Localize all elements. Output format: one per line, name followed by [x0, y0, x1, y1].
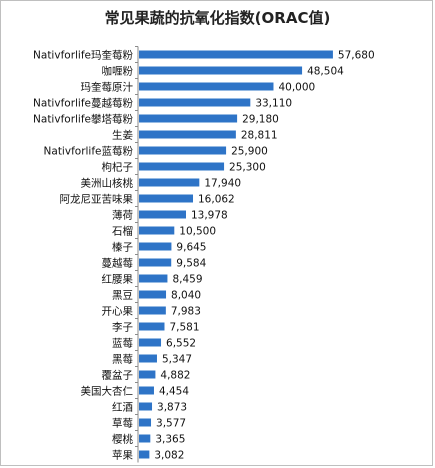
- category-label: 苹果: [112, 449, 133, 462]
- bar: [139, 258, 172, 267]
- value-label: 9,645: [176, 242, 206, 254]
- bar: [139, 322, 165, 331]
- category-label: 石榴: [112, 225, 133, 238]
- value-label: 48,504: [307, 66, 344, 78]
- category-label: 薄荷: [112, 209, 133, 222]
- value-label: 9,584: [176, 258, 206, 270]
- bar: [139, 418, 152, 427]
- bar: [139, 210, 186, 219]
- bar: [139, 146, 227, 155]
- bar: [139, 114, 238, 123]
- value-label: 3,873: [157, 402, 187, 414]
- chart-title: 常见果蔬的抗氧化指数(ORAC值): [104, 9, 331, 27]
- value-label: 7,581: [169, 322, 199, 334]
- category-label: 玛奎莓原汁: [81, 81, 134, 94]
- category-label: Nativforlife蓝莓粉: [44, 145, 134, 158]
- category-label: Nativforlife玛奎莓粉: [33, 49, 133, 62]
- bar: [139, 402, 153, 411]
- value-label: 57,680: [338, 50, 375, 62]
- value-label: 40,000: [278, 82, 315, 94]
- category-label: 榛子: [112, 241, 133, 254]
- value-label: 3,577: [156, 418, 186, 430]
- value-label: 25,900: [231, 146, 268, 158]
- category-label: 美洲山核桃: [81, 177, 134, 190]
- category-label: Nativforlife攀塔莓粉: [33, 113, 133, 126]
- value-label: 13,978: [191, 210, 228, 222]
- category-label: 黑莓: [112, 354, 133, 366]
- bar: [139, 306, 166, 315]
- category-label: 蔓越莓: [102, 257, 134, 270]
- bar: [139, 130, 236, 139]
- bar: [139, 274, 168, 283]
- value-label: 8,040: [171, 290, 201, 302]
- value-label: 4,882: [160, 370, 190, 382]
- bar: [139, 434, 151, 443]
- bar: [139, 338, 162, 347]
- category-label: 黑豆: [112, 290, 133, 302]
- value-label: 7,983: [171, 306, 201, 318]
- value-label: 8,459: [172, 274, 202, 286]
- value-label: 28,811: [241, 130, 278, 142]
- category-label: 咖喱粉: [102, 65, 134, 78]
- bar: [139, 66, 303, 75]
- value-label: 17,940: [204, 178, 241, 190]
- category-label: 阿龙尼亚苦味果: [60, 193, 134, 206]
- bar: [139, 242, 172, 251]
- category-label: Nativforlife蔓越莓粉: [33, 97, 133, 110]
- value-label: 4,454: [159, 386, 189, 398]
- category-label: 开心果: [102, 306, 134, 318]
- bar: [139, 290, 167, 299]
- value-label: 29,180: [242, 114, 279, 126]
- bar: [139, 450, 150, 459]
- category-label: 覆盆子: [102, 369, 134, 382]
- value-label: 33,110: [255, 98, 292, 110]
- bar: [139, 178, 200, 187]
- category-label: 生姜: [112, 129, 133, 142]
- category-label: 蓝莓: [112, 338, 133, 350]
- value-label: 6,552: [166, 338, 196, 350]
- value-label: 16,062: [198, 194, 235, 206]
- category-label: 李子: [112, 321, 133, 334]
- value-label: 3,082: [154, 450, 184, 462]
- bar: [139, 354, 157, 363]
- bar: [139, 226, 175, 235]
- value-label: 25,300: [229, 162, 266, 174]
- category-label: 红腰果: [102, 273, 134, 286]
- bar: [139, 194, 194, 203]
- bar: [139, 98, 251, 107]
- bar: [139, 370, 156, 379]
- category-label: 樱桃: [112, 433, 133, 446]
- bar: [139, 50, 333, 59]
- bar: [139, 82, 274, 91]
- bar: [139, 162, 225, 171]
- value-label: 5,347: [162, 354, 192, 366]
- category-label: 草莓: [112, 418, 133, 430]
- value-label: 3,365: [155, 434, 185, 446]
- value-label: 10,500: [179, 226, 216, 238]
- category-label: 美国大杏仁: [81, 385, 134, 398]
- category-label: 红酒: [112, 401, 133, 414]
- bar: [139, 386, 154, 395]
- category-label: 枸杞子: [102, 161, 134, 174]
